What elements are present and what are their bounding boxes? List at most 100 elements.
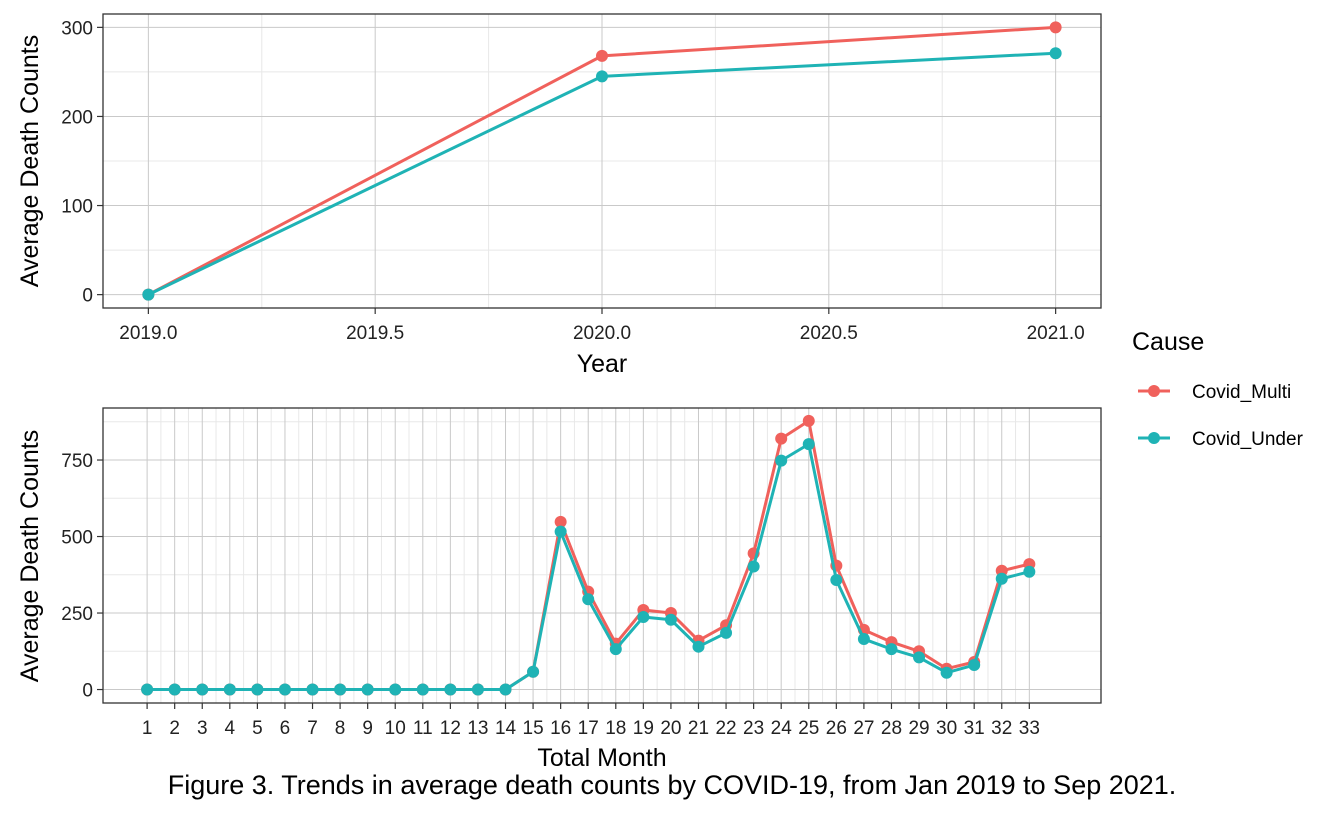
y-tick-label: 250 xyxy=(61,604,93,625)
data-point-covid-under xyxy=(416,683,429,696)
data-point-covid-under xyxy=(251,683,264,696)
x-tick-label: 32 xyxy=(991,718,1012,739)
data-point-covid-under xyxy=(499,683,512,696)
data-point-covid-multi xyxy=(775,432,788,445)
data-point-covid-under xyxy=(857,633,870,646)
data-point-covid-under xyxy=(995,572,1008,585)
data-point-covid-under xyxy=(142,288,155,301)
x-tick-label: 1 xyxy=(142,718,153,739)
x-tick-label: 2021.0 xyxy=(1027,323,1085,344)
x-tick-label: 27 xyxy=(853,718,874,739)
panel-border xyxy=(102,13,1102,309)
x-tick-label: 21 xyxy=(688,718,709,739)
legend: Cause Covid_Multi Covid_Under xyxy=(1132,328,1304,450)
x-tick-label: 17 xyxy=(578,718,599,739)
data-point-covid-under xyxy=(913,651,926,664)
data-point-covid-under xyxy=(223,683,236,696)
data-point-covid-under xyxy=(1023,565,1036,578)
x-tick-label: 12 xyxy=(440,718,461,739)
data-point-covid-under xyxy=(527,665,540,678)
data-point-covid-under xyxy=(830,573,843,586)
data-point-covid-under xyxy=(802,438,815,451)
legend-entry-covid-multi: Covid_Multi xyxy=(1138,382,1291,403)
y-tick-label: 500 xyxy=(61,528,93,549)
x-tick-label: 9 xyxy=(362,718,373,739)
x-tick-label: 4 xyxy=(225,718,236,739)
x-tick-label: 14 xyxy=(495,718,517,739)
data-point-covid-multi xyxy=(596,49,608,62)
y-axis-title: Average Death Counts xyxy=(16,35,44,287)
legend-title: Cause xyxy=(1132,328,1204,356)
y-tick-label: 100 xyxy=(61,197,93,218)
figure-caption: Figure 3. Trends in average death counts… xyxy=(167,770,1177,800)
panel-border xyxy=(102,407,1102,704)
data-point-covid-under xyxy=(968,659,981,672)
data-point-covid-under xyxy=(554,525,567,538)
x-tick-label: 7 xyxy=(307,718,318,739)
x-tick-label: 18 xyxy=(605,718,626,739)
data-point-covid-under xyxy=(609,643,622,656)
data-point-covid-under xyxy=(334,683,347,696)
data-point-covid-multi xyxy=(1049,21,1062,34)
x-tick-label: 28 xyxy=(881,718,902,739)
year-chart-panel: 0 100 200 300 2019.0 2019.5 2020.0 2020.5 2021.0… xyxy=(16,13,1102,378)
x-tick-label: 31 xyxy=(964,718,985,739)
x-tick-label: 30 xyxy=(936,718,957,739)
data-point-covid-multi xyxy=(554,515,567,528)
legend-key-point-covid-under xyxy=(1148,432,1160,444)
y-tick-label: 0 xyxy=(82,286,93,307)
data-point-covid-under xyxy=(444,683,457,696)
x-tick-label: 10 xyxy=(385,718,406,739)
x-tick-label: 19 xyxy=(633,718,654,739)
x-tick-label: 2020.5 xyxy=(800,323,858,344)
legend-label-covid-under: Covid_Under xyxy=(1192,429,1304,450)
data-point-covid-under xyxy=(692,640,705,653)
y-tick-label: 0 xyxy=(82,681,93,702)
y-tick-label: 300 xyxy=(61,18,93,39)
x-tick-label: 6 xyxy=(280,718,291,739)
data-point-covid-under xyxy=(940,666,953,679)
x-tick-label: 2019.5 xyxy=(346,323,404,344)
data-point-covid-under xyxy=(637,611,650,624)
x-tick-label: 22 xyxy=(715,718,736,739)
data-point-covid-under xyxy=(278,683,291,696)
x-tick-label: 11 xyxy=(413,718,433,739)
x-tick-label: 2 xyxy=(169,718,180,739)
x-tick-label: 33 xyxy=(1019,718,1040,739)
x-tick-label: 15 xyxy=(523,718,544,739)
x-tick-label: 24 xyxy=(771,718,793,739)
data-point-covid-under xyxy=(596,70,608,83)
data-point-covid-under xyxy=(306,683,319,696)
y-axis-title: Average Death Counts xyxy=(16,430,44,682)
data-point-covid-under xyxy=(1049,47,1062,60)
data-point-covid-under xyxy=(664,613,677,626)
data-point-covid-under xyxy=(471,683,484,696)
x-tick-label: 3 xyxy=(197,718,208,739)
x-tick-label: 16 xyxy=(550,718,571,739)
x-axis-title: Year xyxy=(577,350,628,378)
x-tick-label: 23 xyxy=(743,718,764,739)
legend-label-covid-multi: Covid_Multi xyxy=(1192,382,1291,403)
data-point-covid-under xyxy=(389,683,402,696)
legend-key-point-covid-multi xyxy=(1148,385,1160,397)
x-axis-title: Total Month xyxy=(537,744,666,770)
data-point-covid-under xyxy=(582,593,595,606)
x-tick-label: 8 xyxy=(335,718,346,739)
x-tick-label: 20 xyxy=(660,718,681,739)
data-point-covid-under xyxy=(141,683,154,696)
data-point-covid-under xyxy=(361,683,374,696)
data-point-covid-under xyxy=(775,454,788,467)
x-tick-label: 29 xyxy=(908,718,929,739)
x-tick-label: 26 xyxy=(826,718,847,739)
data-point-covid-under xyxy=(168,683,181,696)
data-point-covid-under xyxy=(747,560,760,573)
data-point-covid-multi xyxy=(802,414,815,427)
legend-entry-covid-under: Covid_Under xyxy=(1138,429,1304,450)
x-tick-label: 13 xyxy=(467,718,488,739)
y-tick-label: 200 xyxy=(61,107,93,128)
x-tick-label: 2020.0 xyxy=(573,323,631,344)
y-tick-label: 750 xyxy=(61,451,93,472)
data-point-covid-under xyxy=(885,643,898,656)
